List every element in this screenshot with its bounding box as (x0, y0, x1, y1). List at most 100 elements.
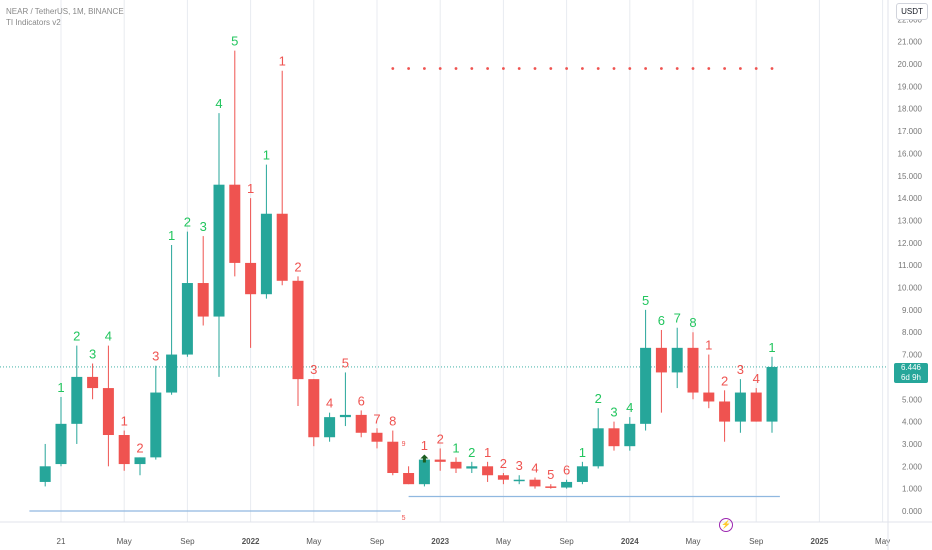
sequence-count-label: 4 (531, 460, 538, 475)
resistance-dot (391, 67, 395, 70)
y-tick-label: 11.000 (898, 261, 922, 270)
candle-body (703, 392, 715, 402)
chart-legend: NEAR / TetherUS, 1M, BINANCE TI Indicato… (6, 6, 124, 28)
candle-body (466, 466, 478, 469)
candle-body (545, 486, 557, 488)
candle-body (371, 432, 383, 442)
y-tick-label: 8.000 (902, 328, 923, 337)
resistance-dot (486, 67, 489, 70)
resistance-dot (723, 67, 726, 70)
sequence-count-label: 2 (595, 391, 602, 406)
candle-body (640, 347, 652, 424)
y-tick-label: 3.000 (902, 440, 923, 449)
sequence-count-label: 3 (310, 362, 317, 377)
y-tick-label: 2.000 (902, 462, 923, 471)
resistance-dot (691, 67, 695, 70)
sequence-count-label: 2 (500, 456, 507, 471)
sequence-count-label: 1 (768, 340, 775, 355)
last-price-value: 6.446 (900, 363, 922, 372)
resistance-dot (517, 67, 521, 70)
resistance-dot (675, 67, 679, 70)
x-tick-label: 2023 (431, 537, 449, 546)
resistance-dot (612, 67, 616, 70)
resistance-dot (454, 67, 458, 70)
candle-body (671, 347, 683, 373)
candle-body (102, 388, 114, 436)
resistance-dot (470, 67, 474, 70)
candle-body (134, 457, 146, 465)
sequence-count-label: 1 (263, 148, 270, 163)
resistance-dot (628, 67, 632, 70)
y-tick-label: 16.000 (898, 149, 923, 158)
sequence-count-label: 3 (200, 219, 207, 234)
sequence-count-label: 4 (215, 96, 222, 111)
sequence-count-label: 5 (642, 293, 649, 308)
sequence-count-label: 3 (610, 405, 617, 420)
candle-body (482, 466, 494, 476)
y-tick-label: 10.000 (898, 284, 923, 293)
candle-body (450, 461, 462, 469)
y-tick-label: 0.000 (902, 507, 923, 516)
resistance-dot (770, 67, 774, 70)
candle-body (197, 283, 209, 317)
candle-body (213, 184, 225, 317)
x-tick-label: Sep (180, 537, 195, 546)
resistance-dot (549, 67, 553, 70)
resistance-dot (533, 67, 537, 70)
x-tick-label: 2025 (811, 537, 829, 546)
candle-body (418, 459, 430, 485)
candle-body (245, 262, 257, 295)
candle-body (434, 459, 446, 462)
sequence-count-label: 4 (105, 329, 112, 344)
x-tick-label: May (117, 537, 132, 546)
sequence-count-label: 2 (184, 215, 191, 230)
y-tick-label: 15.000 (898, 172, 923, 181)
candle-body (166, 354, 178, 393)
sequence-count-label: 6 (658, 313, 665, 328)
candle-body (592, 428, 604, 467)
y-tick-label: 19.000 (898, 82, 923, 91)
currency-button[interactable]: USDT (896, 3, 928, 20)
sequence-count-label: 5 (547, 467, 554, 482)
candle-body (339, 414, 351, 418)
candle-body (608, 428, 620, 447)
candle-body (766, 366, 778, 422)
candle-body (150, 392, 162, 458)
signal-count-label: 9 (402, 441, 406, 448)
y-tick-label: 21.000 (898, 38, 923, 47)
sequence-count-label: 5 (342, 355, 349, 370)
x-tick-label: 2022 (242, 537, 260, 546)
candle-body (403, 473, 415, 485)
x-tick-label: 2024 (621, 537, 639, 546)
sequence-count-label: 6 (358, 393, 365, 408)
sequence-count-label: 4 (753, 371, 760, 386)
candle-body (750, 392, 762, 422)
candle-body (576, 466, 588, 482)
resistance-dot (707, 67, 711, 70)
signal-count-label: 5 (402, 515, 406, 522)
candle-body (39, 466, 51, 482)
resistance-dot (581, 67, 584, 70)
sequence-count-label: 3 (516, 458, 523, 473)
candle-body (355, 414, 367, 433)
symbol-line: NEAR / TetherUS, 1M, BINANCE (6, 7, 124, 16)
resistance-dot (407, 67, 410, 70)
resistance-dot (644, 67, 647, 70)
resistance-dot (660, 67, 663, 70)
resistance-dot (754, 67, 758, 70)
lightning-icon[interactable]: ⚡ (719, 518, 733, 532)
y-tick-label: 17.000 (898, 127, 923, 136)
resistance-dot (565, 67, 568, 70)
sequence-count-label: 2 (721, 373, 728, 388)
y-tick-label: 7.000 (902, 351, 923, 360)
sequence-count-label: 8 (689, 315, 696, 330)
sequence-count-label: 7 (674, 311, 681, 326)
sequence-count-label: 2 (468, 445, 475, 460)
sequence-count-label: 1 (121, 414, 128, 429)
candle-body (529, 479, 541, 487)
y-tick-label: 12.000 (898, 239, 923, 248)
candle-body (71, 376, 83, 424)
indicator-name[interactable]: TI Indicators v2 (6, 18, 61, 27)
sequence-count-label: 4 (326, 396, 333, 411)
